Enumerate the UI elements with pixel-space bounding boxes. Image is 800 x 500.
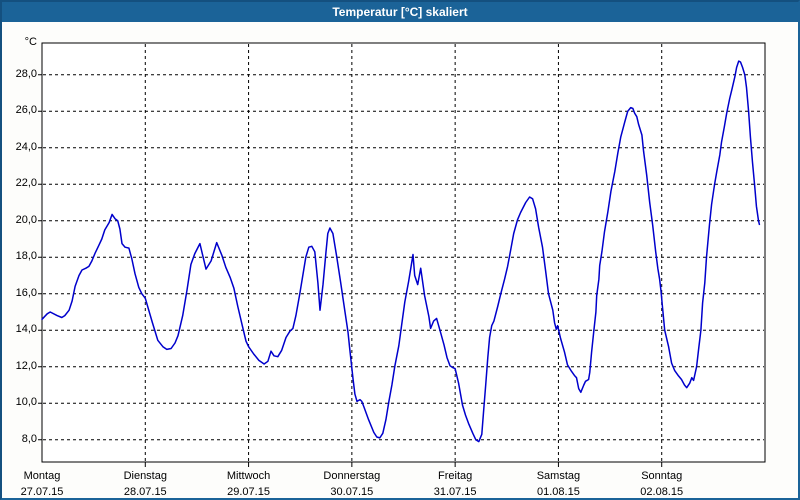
window-title: Temperatur [°C] skaliert — [332, 5, 468, 19]
x-day-label: Montag — [23, 470, 61, 482]
x-day-label: Donnerstag — [323, 470, 381, 482]
y-tick-label: 20,0 — [15, 213, 37, 226]
y-tick-label: 26,0 — [15, 104, 37, 117]
x-date-label: 01.08.15 — [537, 486, 580, 498]
y-tick-label: 28,0 — [15, 67, 37, 80]
x-date-label: 02.08.15 — [640, 486, 684, 498]
x-date-label: 28.07.15 — [123, 486, 167, 498]
x-day-label: Freitag — [438, 470, 473, 482]
x-day-label: Samstag — [536, 470, 581, 482]
x-date-label: 27.07.15 — [20, 486, 64, 498]
plot-frame — [41, 42, 766, 463]
x-day-label: Sonntag — [641, 470, 683, 482]
x-date-label: 31.07.15 — [433, 486, 477, 498]
y-tick-label: 10,0 — [15, 396, 37, 409]
y-tick-label: 14,0 — [15, 323, 37, 336]
temperature-line — [41, 60, 761, 443]
x-day-label: Dienstag — [123, 470, 167, 482]
x-day-label: Mittwoch — [226, 470, 271, 482]
y-tick-label: 22,0 — [15, 177, 37, 190]
plot-svg — [38, 42, 766, 467]
y-tick-label: 16,0 — [15, 286, 37, 299]
title-bar: Temperatur [°C] skaliert — [2, 2, 798, 22]
y-axis-unit-label: °C — [24, 36, 37, 48]
y-tick-label: 12,0 — [15, 359, 37, 372]
x-date-label: 29.07.15 — [227, 486, 270, 498]
y-tick-label: 24,0 — [15, 140, 37, 153]
x-date-label: 30.07.15 — [330, 486, 374, 498]
y-tick-label: 18,0 — [15, 250, 37, 263]
chart-area: °C 8,0 10,0 12,0 14,0 16,0 18,0 20,0 22,0 24,0 26,… — [2, 22, 798, 498]
y-tick-label: 8,0 — [21, 432, 37, 445]
